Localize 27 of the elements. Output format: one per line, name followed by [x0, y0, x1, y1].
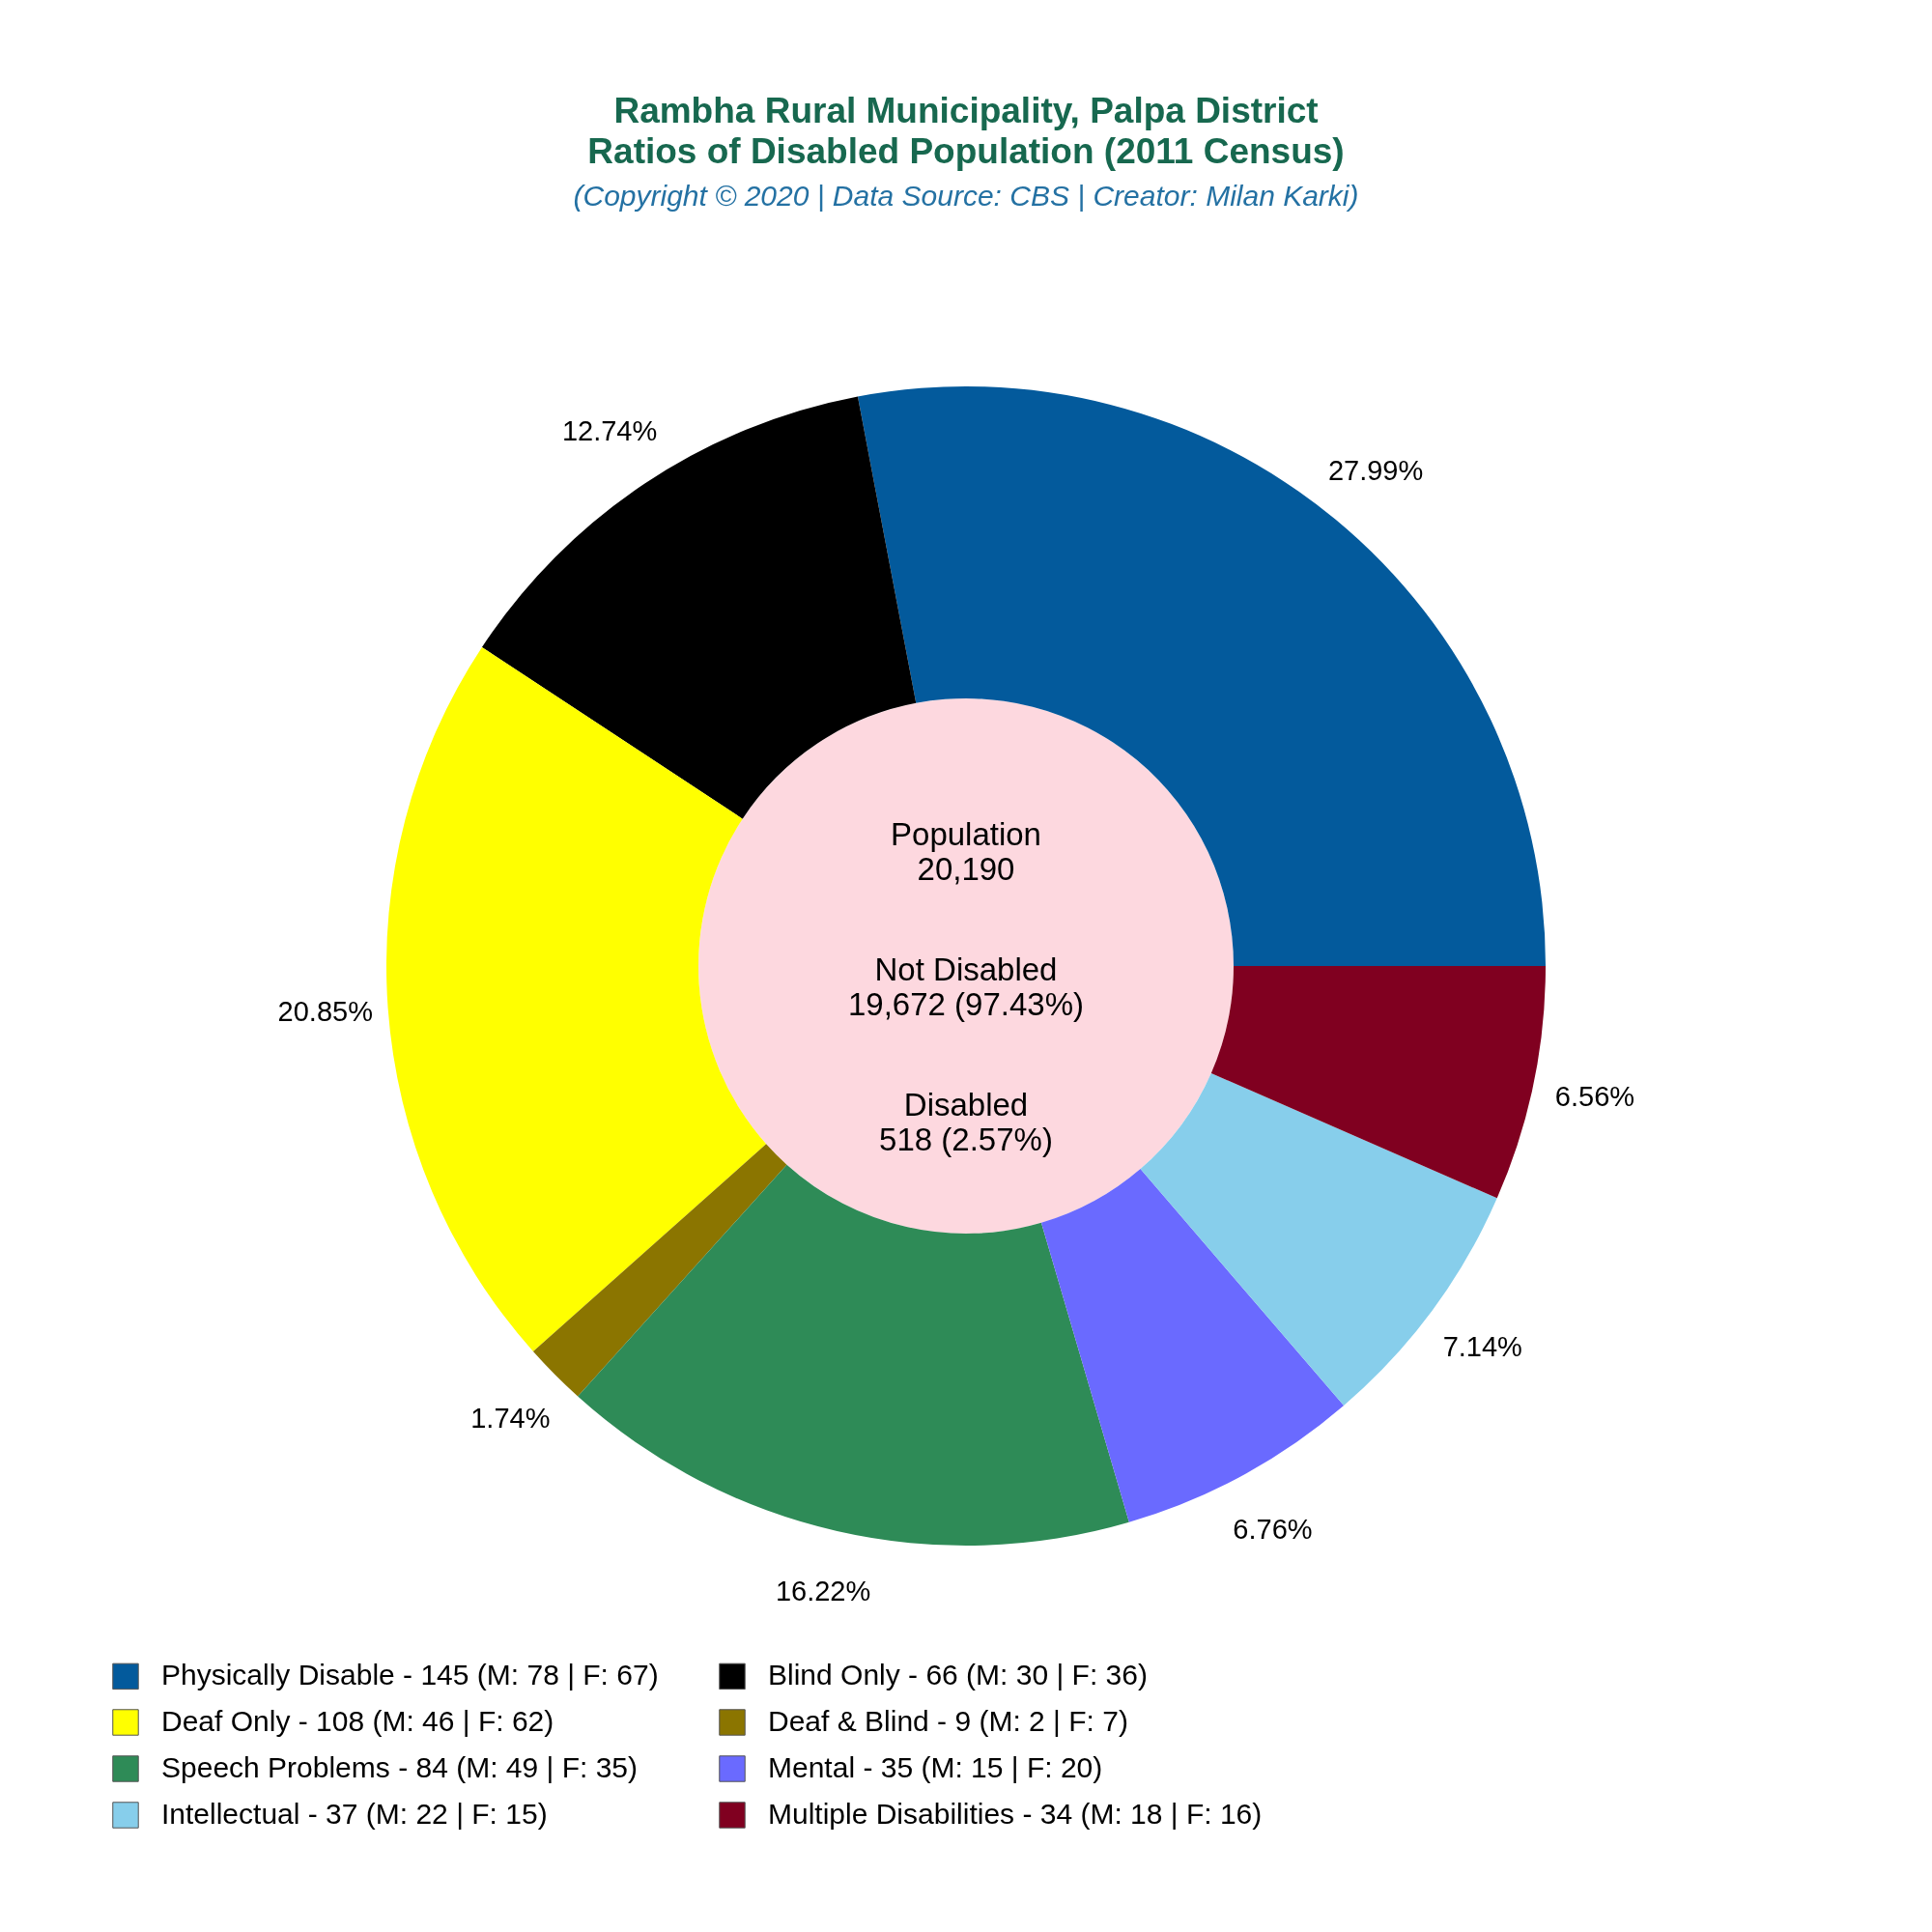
- legend-label: Deaf Only - 108 (M: 46 | F: 62): [161, 1705, 554, 1737]
- donut-slice: [532, 1144, 787, 1397]
- legend-label: Mental - 35 (M: 15 | F: 20): [768, 1751, 1103, 1783]
- data-label: 1.74%: [470, 1402, 551, 1434]
- legend-label: Physically Disable - 145 (M: 78 | F: 67): [161, 1659, 659, 1691]
- data-label: 27.99%: [1327, 454, 1424, 486]
- donut-slice: [1210, 966, 1546, 1199]
- legend-label: Blind Only - 66 (M: 30 | F: 36): [768, 1659, 1148, 1691]
- text: Rambha Rural Municipality, Palpa District: [613, 91, 1319, 130]
- data-label: 6.76%: [1233, 1514, 1313, 1546]
- text: Not Disabled 19,672 (97.43%): [847, 952, 1085, 1022]
- data-label: 6.56%: [1554, 1081, 1635, 1113]
- data-label: 16.22%: [775, 1576, 871, 1607]
- data-label: 20.85%: [277, 996, 373, 1028]
- text: Population 20,190: [891, 816, 1041, 887]
- donut-slice: [578, 1164, 1129, 1546]
- chart-subtitle: (Copyright © 2020 | Data Source: CBS | Creator: Milan Karki): [573, 180, 1359, 212]
- donut-slice: [386, 646, 767, 1352]
- donut-slice: [481, 396, 917, 819]
- text: Ratios of Disabled Population (2011 Census): [587, 131, 1345, 171]
- legend-label: Speech Problems - 84 (M: 49 | F: 35): [161, 1751, 638, 1783]
- data-label: 12.74%: [561, 414, 658, 446]
- text: Disabled 518 (2.57%): [879, 1087, 1053, 1157]
- data-label: 7.14%: [1442, 1331, 1522, 1363]
- legend-label: Deaf & Blind - 9 (M: 2 | F: 7): [768, 1705, 1128, 1737]
- legend-label: Multiple Disabilities - 34 (M: 18 | F: 16): [768, 1798, 1263, 1830]
- legend-label: Intellectual - 37 (M: 22 | F: 15): [161, 1798, 548, 1830]
